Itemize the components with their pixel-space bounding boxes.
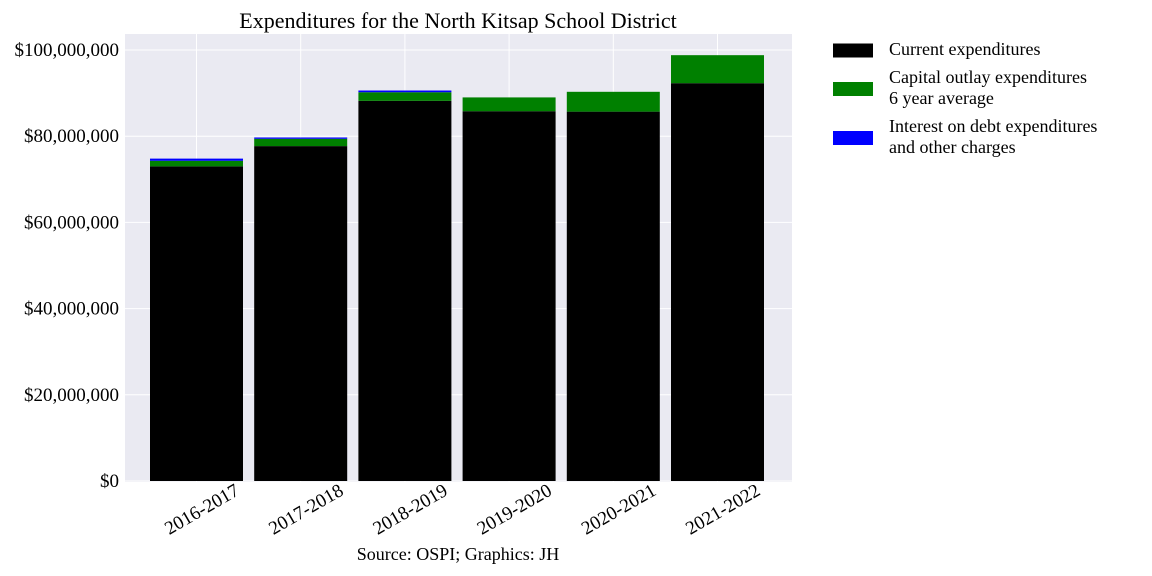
legend-label: Interest on debt expenditures bbox=[889, 116, 1097, 136]
bar-segment-1 bbox=[566, 111, 660, 482]
x-axis-ticks: 2016-2017 2017-2018 2018-2019 2019-2020 2020… bbox=[161, 480, 764, 539]
x-tick-label: 2017-2018 bbox=[265, 480, 347, 539]
y-tick-label: $0 bbox=[100, 471, 119, 492]
y-tick-label: $40,000,000 bbox=[24, 299, 119, 320]
bar-segment-1 bbox=[462, 111, 556, 482]
x-tick-label: 2020-2021 bbox=[578, 480, 660, 539]
legend-swatch bbox=[833, 43, 873, 58]
bar-segment-1 bbox=[254, 146, 348, 481]
x-tick-label: 2019-2020 bbox=[474, 480, 556, 539]
bar-segment-3 bbox=[150, 158, 243, 161]
legend-swatch bbox=[833, 131, 873, 145]
bars bbox=[150, 55, 764, 482]
bar-segment-2 bbox=[671, 55, 764, 84]
bar-segment-3 bbox=[358, 90, 452, 93]
x-tick-label: 2018-2019 bbox=[370, 480, 452, 539]
bar-segment-2 bbox=[566, 91, 660, 112]
legend-label: and other charges bbox=[889, 137, 1016, 157]
bar-segment-2 bbox=[462, 97, 556, 112]
source-note: Source: OSPI; Graphics: JH bbox=[357, 544, 559, 564]
y-tick-label: $100,000,000 bbox=[15, 40, 120, 61]
y-tick-label: $20,000,000 bbox=[24, 385, 119, 406]
x-tick-label: 2016-2017 bbox=[161, 480, 243, 539]
y-tick-label: $60,000,000 bbox=[24, 212, 119, 233]
legend: Current expenditures Capital outlay expen… bbox=[833, 39, 1097, 157]
legend-label: Current expenditures bbox=[889, 39, 1040, 59]
bar-segment-1 bbox=[150, 166, 243, 481]
bar-segment-3 bbox=[254, 137, 348, 139]
legend-label: 6 year average bbox=[889, 88, 994, 108]
bar-segment-1 bbox=[671, 83, 764, 481]
bar-segment-2 bbox=[358, 92, 452, 101]
legend-label: Capital outlay expenditures bbox=[889, 67, 1087, 87]
bar-segment-1 bbox=[358, 100, 452, 481]
x-tick-label: 2021-2022 bbox=[682, 480, 764, 539]
legend-swatch bbox=[833, 82, 873, 96]
bar-segment-2 bbox=[254, 138, 348, 147]
y-tick-label: $80,000,000 bbox=[24, 126, 119, 147]
chart-title: Expenditures for the North Kitsap School… bbox=[239, 8, 676, 33]
bar-segment-2 bbox=[150, 160, 243, 167]
y-axis-ticks: $0 $20,000,000 $40,000,000 $60,000,000 $80,0… bbox=[15, 40, 120, 492]
